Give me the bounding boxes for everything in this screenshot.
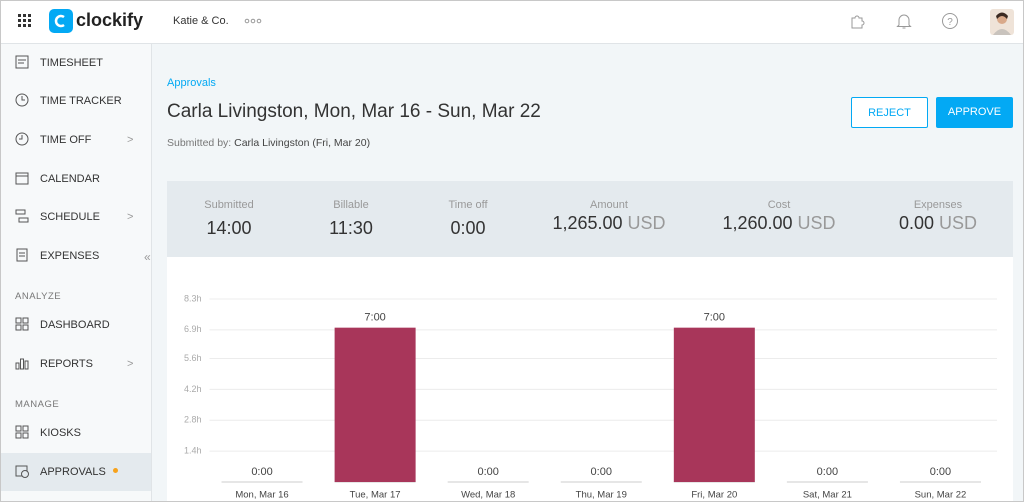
summary-label: Billable [333, 199, 369, 211]
value-label: 0:00 [817, 466, 838, 478]
nav-label: CALENDAR [40, 173, 100, 185]
top-bar: clockify Katie & Co. ? [1, 1, 1023, 44]
summary-value: 14:00 [206, 218, 251, 239]
nav-item[interactable]: TIME TRACKER [1, 82, 151, 120]
summary-amount: 1,260.00 [722, 213, 793, 233]
apps-icon[interactable] [18, 14, 32, 28]
y-tick-label: 1.4h [184, 446, 202, 456]
nav-label: DASHBOARD [40, 319, 110, 331]
nav-item[interactable]: CALENDAR [1, 160, 151, 198]
nav-label: EXPENSES [40, 250, 100, 262]
value-label: 7:00 [364, 312, 385, 324]
help-icon[interactable]: ? [941, 12, 959, 30]
y-tick-label: 5.6h [184, 353, 202, 363]
summary-label: Expenses [913, 199, 963, 211]
approve-button[interactable]: APPROVE [936, 97, 1013, 128]
workspace[interactable]: Katie & Co. [173, 15, 229, 27]
x-tick-label: Fri, Mar 20 [691, 490, 737, 501]
value-label: 0:00 [251, 466, 272, 478]
logo-icon [49, 9, 73, 33]
value-label: 0:00 [477, 466, 498, 478]
summary-amount: 11:30 [329, 218, 373, 238]
collapse-icon[interactable]: « [144, 250, 151, 264]
chevron: > [127, 358, 134, 370]
summary-value: 1,260.00 USD [722, 213, 835, 234]
bar [334, 327, 416, 482]
submitted-by: Submitted by: Carla Livingston (Fri, Mar… [167, 137, 370, 149]
summary-value: 0.00 USD [899, 213, 977, 234]
summary-amount: 1,265.00 [552, 213, 623, 233]
summary-amount: 0:00 [450, 218, 486, 238]
nav-label: TIMESHEET [40, 57, 103, 69]
nav-item-active[interactable]: APPROVALS [1, 453, 151, 491]
summary-label: Submitted [204, 199, 254, 211]
section-label: MANAGE [15, 399, 60, 410]
summary-amount: 14:00 [206, 218, 252, 238]
y-tick-label: 6.9h [184, 324, 202, 334]
y-tick-label: 4.2h [184, 384, 202, 394]
page-title: Carla Livingston, Mon, Mar 16 - Sun, Mar… [167, 101, 541, 122]
sidebar: TIMESHEET TIME TRACKER TIME OFF > CALENDA… [1, 44, 152, 501]
summary-label: Time off [448, 199, 488, 211]
summary-panel: Submitted 14:00 Billable 11:30 Time off 0:00 A… [167, 181, 1013, 257]
nav-label: KIOSKS [40, 427, 81, 439]
x-tick-label: Wed, Mar 18 [461, 490, 515, 501]
section-label: ANALYZE [15, 291, 62, 302]
more-icon[interactable] [244, 18, 262, 24]
summary-unit: USD [797, 213, 836, 233]
nav-item[interactable]: TIME OFF > [1, 121, 151, 159]
nav-label: REPORTS [40, 358, 93, 370]
chart: 1.4h 2.8h 4.2h 5.6h 6.9h 8.3h 0:00 Mon, Mar 16 7… [184, 293, 997, 501]
y-tick-label: 8.3h [184, 293, 202, 303]
x-tick-label: Tue, Mar 17 [350, 490, 401, 501]
submitted-value: Carla Livingston (Fri, Mar 20) [234, 137, 371, 149]
summary-label: Amount [590, 199, 628, 211]
nav-label: TIME OFF [40, 134, 92, 146]
x-tick-label: Thu, Mar 19 [576, 490, 627, 501]
nav-item[interactable]: KIOSKS [1, 414, 151, 452]
chevron: > [127, 211, 134, 223]
summary-amount: 0.00 [898, 213, 935, 233]
nav-label: SCHEDULE [40, 211, 100, 223]
extensions-icon[interactable] [849, 13, 865, 29]
breadcrumb[interactable]: Approvals [167, 77, 216, 89]
nav-item[interactable]: DASHBOARD [1, 306, 151, 344]
nav-item[interactable]: EXPENSES [1, 237, 151, 275]
nav-item[interactable]: REPORTS > [1, 345, 151, 383]
logo-text[interactable]: clockify [76, 10, 144, 30]
nav-label: TIME TRACKER [40, 95, 122, 107]
x-tick-label: Sun, Mar 22 [915, 490, 967, 501]
summary-unit: USD [627, 213, 666, 233]
value-label: 7:00 [704, 312, 725, 324]
reject-button[interactable]: REJECT [851, 97, 928, 128]
value-label: 0:00 [591, 466, 612, 478]
value-label: 0:00 [930, 466, 951, 478]
summary-value: 1,265.00 USD [552, 213, 665, 234]
nav-item[interactable]: TIMESHEET [1, 44, 151, 82]
chart-panel: 1.4h 2.8h 4.2h 5.6h 6.9h 8.3h 0:00 Mon, Mar 16 7… [167, 257, 1013, 501]
summary-label: Cost [767, 199, 791, 211]
bar [673, 327, 755, 482]
summary-value: 11:30 [329, 218, 373, 239]
x-tick-label: Mon, Mar 16 [235, 490, 288, 501]
submitted-label: Submitted by: [167, 137, 232, 149]
summary-unit: USD [939, 213, 978, 233]
notifications-icon[interactable] [896, 12, 912, 30]
summary-value: 0:00 [450, 218, 485, 239]
nav-label: APPROVALS [40, 466, 106, 478]
avatar[interactable] [990, 9, 1014, 35]
svg-text:?: ? [947, 17, 953, 28]
y-tick-label: 2.8h [184, 415, 202, 425]
badge-dot [113, 468, 118, 473]
nav-item[interactable]: SCHEDULE > [1, 198, 151, 236]
chevron: > [127, 134, 134, 146]
x-tick-label: Sat, Mar 21 [803, 490, 852, 501]
